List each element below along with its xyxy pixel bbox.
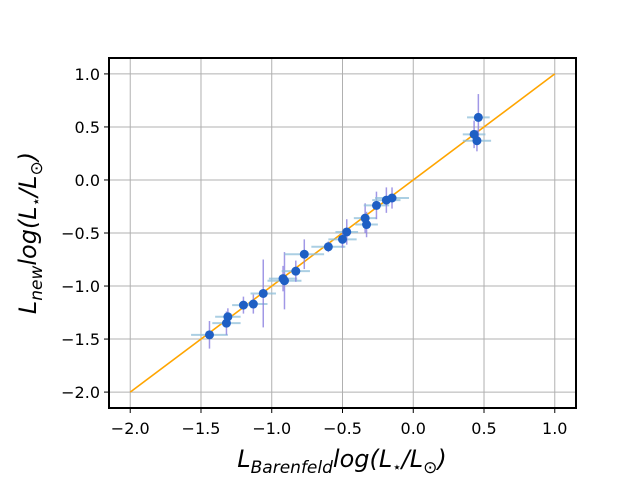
data-point — [249, 300, 258, 309]
y-tick-label: −1.5 — [61, 330, 100, 349]
data-point — [324, 242, 333, 251]
data-point — [291, 267, 300, 276]
data-point — [472, 136, 481, 145]
x-tick-label: 0.5 — [471, 419, 496, 438]
y-tick-label: −0.5 — [61, 224, 100, 243]
data-point — [259, 289, 268, 298]
data-point — [223, 312, 232, 321]
data-point — [474, 113, 483, 122]
y-tick-label: 0.5 — [75, 118, 100, 137]
x-tick-label: 1.0 — [542, 419, 567, 438]
data-point — [372, 201, 381, 210]
x-tick-label: 0.0 — [401, 419, 426, 438]
y-tick-label: −2.0 — [61, 383, 100, 402]
data-point — [300, 250, 309, 259]
x-tick-label: −2.0 — [111, 419, 150, 438]
data-point — [239, 301, 248, 310]
y-tick-label: 0.0 — [75, 171, 100, 190]
y-tick-label: 1.0 — [75, 65, 100, 84]
x-tick-label: −1.5 — [182, 419, 221, 438]
data-point — [388, 194, 397, 203]
x-tick-label: −0.5 — [323, 419, 362, 438]
data-point — [362, 220, 371, 229]
data-point — [205, 330, 214, 339]
x-tick-label: −1.0 — [252, 419, 291, 438]
data-point — [342, 227, 351, 236]
data-point — [280, 276, 289, 285]
y-tick-label: −1.0 — [61, 277, 100, 296]
